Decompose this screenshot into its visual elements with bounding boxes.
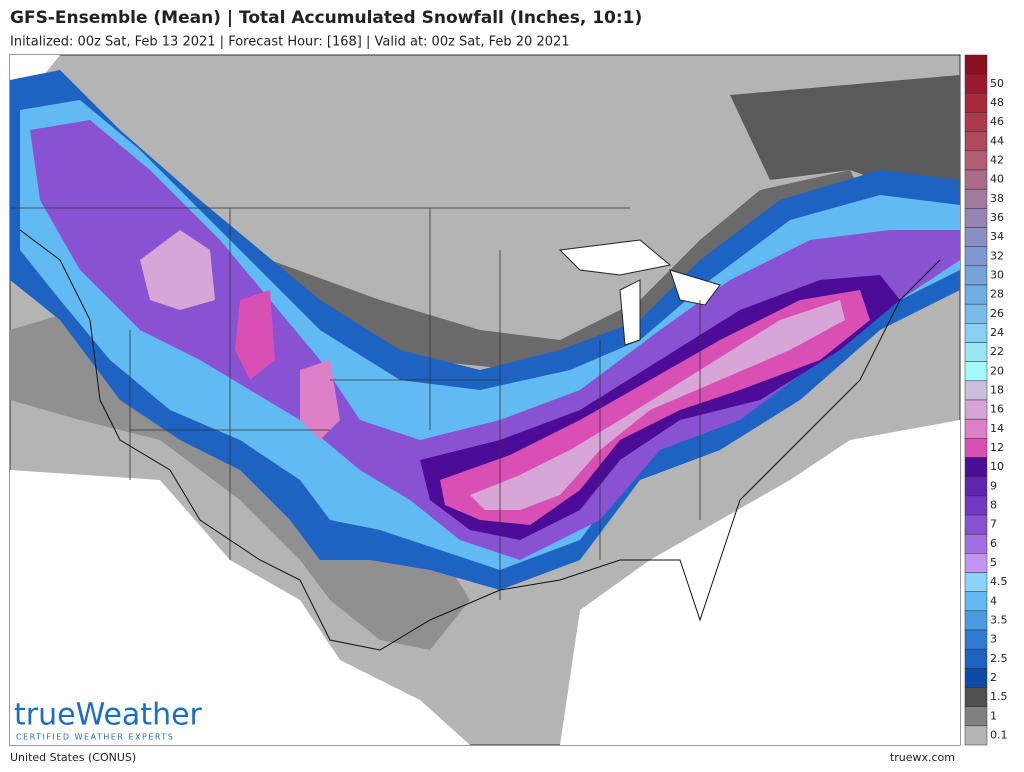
legend-swatch [964,73,988,94]
legend-swatch [964,246,988,267]
legend: 5048464442403836343230282624222018161412… [964,54,1008,746]
subtitle: Initalized: 00z Sat, Feb 13 2021 | Forec… [10,35,570,50]
title: GFS-Ensemble (Mean) | Total Accumulated … [10,8,642,28]
legend-swatch [964,591,988,612]
legend-label: 22 [990,345,1004,358]
legend-swatch [964,418,988,439]
legend-label: 44 [990,134,1004,147]
legend-label: 48 [990,96,1004,109]
no-snow-west [10,470,470,745]
legend-swatch [964,227,988,247]
legend-label: 36 [990,211,1004,224]
legend-label: 42 [990,153,1004,166]
legend-swatch [964,687,988,707]
legend-swatch [964,668,988,688]
legend-swatch [964,323,988,343]
legend-label: 46 [990,115,1004,128]
band-blue [10,70,960,590]
footer-site: truewx.com [890,751,955,764]
legend-swatch [964,495,988,516]
legend-label: 2 [990,671,997,684]
legend-label: 4.5 [990,575,1008,588]
lake-michigan [619,279,641,346]
legend-swatch [964,533,988,554]
legend-swatch [964,284,988,305]
legend-label: 16 [990,403,1004,416]
map [9,54,961,746]
legend-label: 18 [990,383,1004,396]
legend-label: 5 [990,556,997,569]
legend-label: 7 [990,518,997,531]
band-dark-plains [270,170,870,370]
max-wasatch [235,290,275,380]
legend-label: 14 [990,422,1004,435]
legend-swatch [964,131,988,152]
legend-label: 6 [990,537,997,550]
legend-swatch [964,303,988,324]
legend-swatch [964,208,988,228]
legend-label: 9 [990,479,997,492]
legend-label: 4 [990,594,997,607]
legend-swatch [964,361,988,382]
legend-swatch [964,342,988,362]
lake-superior [558,239,672,276]
legend-label: 32 [990,249,1004,262]
legend-label: 26 [990,307,1004,320]
legend-label: 24 [990,326,1004,339]
legend-swatch [964,610,988,631]
band-pink-core [470,300,845,510]
legend-swatch [964,150,988,171]
legend-swatch [964,648,988,669]
legend-swatch [964,188,988,209]
legend-swatch [964,514,988,535]
legend-swatch [964,457,988,477]
logo: trueWeather [14,698,203,733]
legend-swatch [964,725,988,746]
legend-label: 50 [990,77,1004,90]
legend-swatch [964,169,988,190]
legend-label: 8 [990,498,997,511]
legend-swatch [964,265,988,286]
legend-label: 12 [990,441,1004,454]
legend-label: 0.1 [990,728,1008,741]
legend-label: 10 [990,460,1004,473]
logo-tagline: CERTIFIED WEATHER EXPERTS [16,733,174,742]
legend-swatch [964,706,988,727]
legend-label: 28 [990,288,1004,301]
legend-swatch [964,112,988,132]
legend-label: 38 [990,192,1004,205]
legend-swatch [964,93,988,113]
legend-swatch [964,572,988,592]
legend-label: 2.5 [990,652,1008,665]
borders [10,207,701,600]
legend-swatch [964,438,988,458]
legend-label: 1 [990,709,997,722]
legend-swatch [964,553,988,573]
no-snow-southeast [560,420,960,745]
legend-swatch [964,54,988,75]
max-idaho [140,230,215,310]
legend-label: 1.5 [990,690,1008,703]
legend-swatch [964,380,988,401]
legend-label: 34 [990,230,1004,243]
legend-swatch [964,476,988,497]
legend-label: 30 [990,268,1004,281]
coastline [19,229,941,651]
legend-label: 40 [990,173,1004,186]
lake-huron [669,269,721,306]
legend-label: 3.5 [990,613,1008,626]
legend-swatch [964,629,988,650]
legend-label: 20 [990,364,1004,377]
legend-swatch [964,399,988,420]
footer-region: United States (CONUS) [10,751,136,764]
legend-label: 3 [990,633,997,646]
